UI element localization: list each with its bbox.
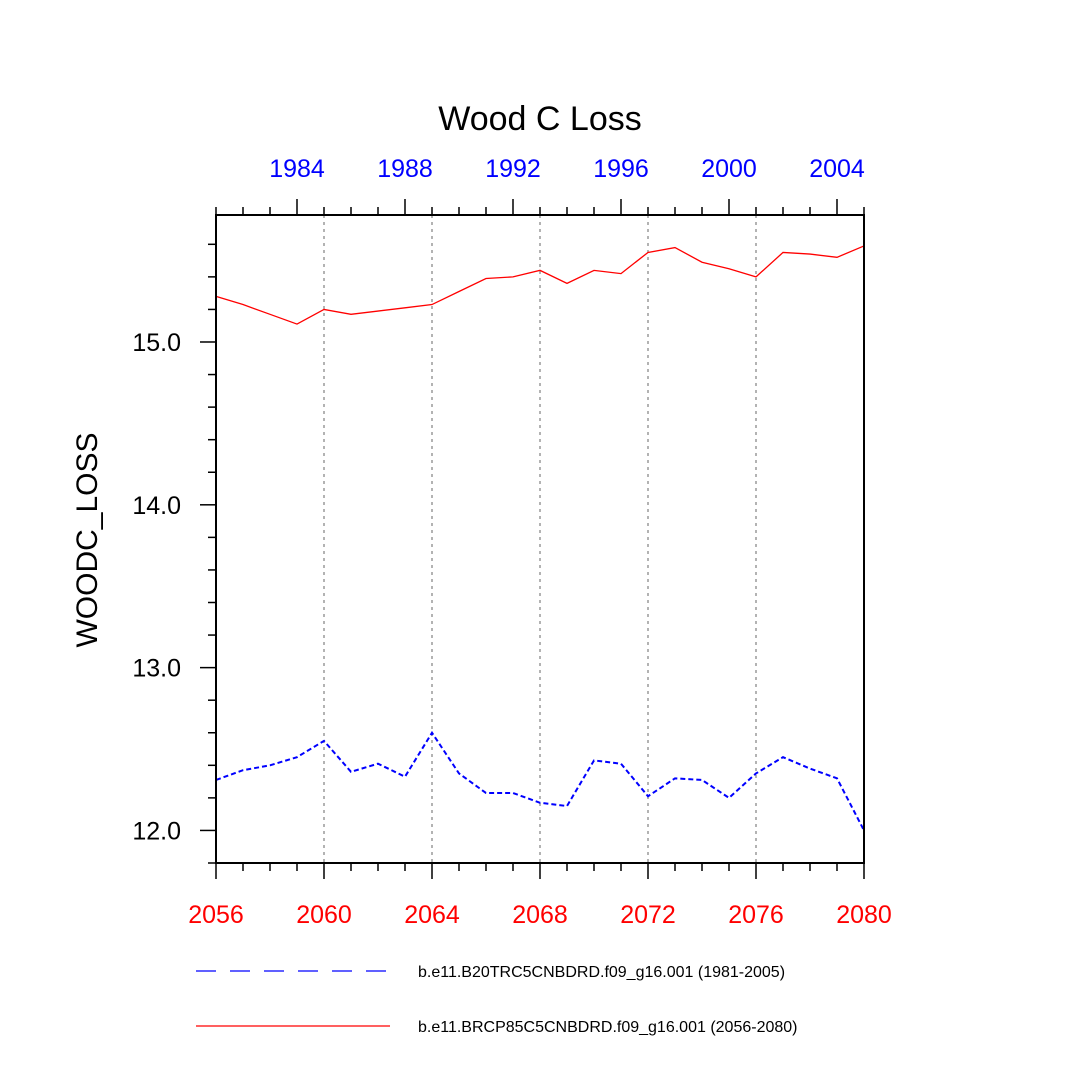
top-tick-label: 2000 [701,155,757,183]
x-tick-label: 2068 [512,901,568,929]
gridlines [323,215,757,863]
y-tick-label: 15.0 [132,329,181,357]
legend-label-1: b.e11.B20TRC5CNBDRD.f09_g16.001 (1981-20… [418,964,785,981]
top-tick-label: 2004 [809,155,865,183]
axes: 2056 2060 2064 2068 2072 2076 2080 1984 1988 1992… [132,155,891,929]
series-line-2 [215,245,865,325]
y-tick-label: 14.0 [132,492,181,520]
top-tick-label: 1992 [485,155,541,183]
top-tick-label: 1984 [269,155,325,183]
x-tick-label: 2060 [296,901,352,929]
top-tick-label: 1996 [593,155,649,183]
y-tick-label: 12.0 [132,817,181,845]
chart-title: Wood C Loss [438,100,641,138]
legend-label-2: b.e11.BRCP85C5CNBDRD.f09_g16.001 (2056-2… [418,1019,797,1036]
legend: b.e11.B20TRC5CNBDRD.f09_g16.001 (1981-20… [196,964,797,1036]
series-layer [215,245,865,831]
y-tick-label: 13.0 [132,655,181,683]
top-tick-label: 1988 [377,155,433,183]
x-tick-label: 2072 [620,901,676,929]
series-line-1 [215,730,865,831]
x-tick-label: 2056 [188,901,244,929]
y-axis-label: WOODC_LOSS [71,432,104,647]
x-tick-label: 2064 [404,901,460,929]
x-tick-label: 2080 [836,901,892,929]
x-tick-label: 2076 [728,901,784,929]
